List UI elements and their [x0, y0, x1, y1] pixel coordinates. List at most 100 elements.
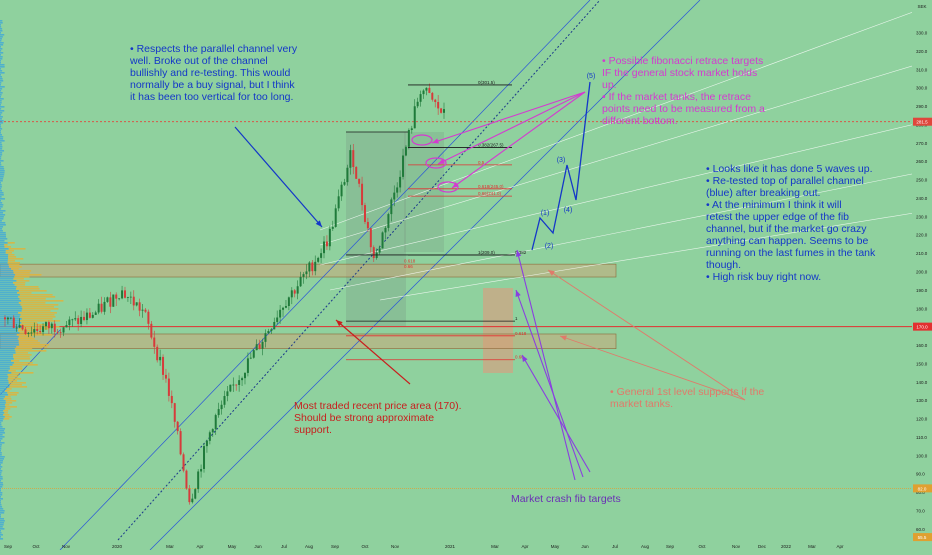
volume-profile-bar: [0, 118, 2, 120]
volume-profile-bar: [0, 500, 1, 502]
volume-profile-bar: [0, 388, 7, 390]
volume-profile-bar: [5, 404, 10, 406]
candle-body: [296, 286, 299, 294]
candle-body: [217, 409, 220, 416]
volume-profile-bar: [0, 324, 20, 326]
volume-profile-bar: [21, 306, 55, 308]
y-tick-label: 210.0: [916, 251, 928, 256]
volume-profile-bar: [0, 192, 4, 194]
volume-profile-bar: [0, 408, 5, 410]
candle-body: [425, 87, 428, 91]
axis-unit-label: SEK: [917, 4, 926, 9]
volume-profile-bar: [0, 536, 1, 538]
elliott-wave-path: [531, 81, 591, 251]
volume-profile-bar: [0, 66, 5, 68]
volume-profile-bar: [0, 394, 9, 396]
volume-profile-bar: [0, 168, 5, 170]
volume-profile-bar: [0, 478, 3, 480]
candle-body: [273, 321, 276, 330]
volume-profile-bar: [0, 108, 2, 110]
volume-profile-bar: [22, 308, 59, 310]
volume-profile-bar: [0, 82, 2, 84]
volume-profile-bar: [3, 410, 9, 412]
volume-profile-bar: [0, 272, 14, 274]
volume-profile-bar: [0, 80, 4, 82]
volume-profile-bar: [0, 330, 19, 332]
crash-fib-box: [483, 288, 513, 373]
volume-profile-bar: [0, 262, 8, 264]
candle-body: [112, 294, 115, 307]
min-price-tag: [913, 533, 932, 542]
fib-level-label: 1: [515, 316, 518, 321]
y-tick-label: 100.0: [916, 453, 928, 458]
x-tick-label: Sep: [331, 544, 340, 549]
candle-body: [369, 228, 372, 248]
volume-profile-bar: [0, 422, 2, 424]
candle-body: [290, 290, 293, 298]
candle-body: [361, 183, 364, 206]
candle-body: [12, 317, 15, 328]
volume-profile-bar: [0, 534, 3, 536]
volume-profile-bar: [5, 250, 14, 252]
candle-body: [129, 296, 132, 298]
volume-profile-bar: [0, 224, 6, 226]
candle-body: [243, 372, 246, 379]
support-price-tag: [913, 322, 932, 331]
volume-profile-bar: [0, 386, 10, 388]
target-ellipse: [411, 134, 433, 146]
volume-profile-bar: [0, 290, 19, 292]
target-ellipse: [425, 157, 447, 169]
candle-body: [325, 241, 328, 247]
volume-profile-bar: [0, 162, 1, 164]
volume-profile-bar: [0, 276, 15, 278]
candle-body: [343, 182, 346, 185]
candle-body: [331, 226, 334, 229]
price-axis[interactable]: [912, 0, 932, 550]
y-tick-label: 90.0: [916, 472, 925, 477]
current-price-tag-text: 281.5: [916, 120, 928, 125]
volume-profile-bar: [5, 400, 17, 402]
candle-body: [182, 454, 185, 471]
volume-profile-bar: [0, 404, 6, 406]
volume-profile-bar: [0, 246, 5, 248]
volume-profile-bar: [0, 200, 1, 202]
candle-body: [153, 337, 156, 347]
volume-profile-bar: [0, 402, 6, 404]
volume-profile-bar: [0, 508, 4, 510]
x-tick-label: Jun: [254, 544, 262, 549]
volume-profile-bar: [0, 458, 4, 460]
fib-level-label: 0.5: [478, 160, 485, 165]
volume-profile-bar: [0, 138, 4, 140]
parallel-channel-line: [59, 0, 591, 551]
candle-body: [407, 129, 410, 147]
volume-profile-bar: [0, 150, 5, 152]
candle-body: [337, 196, 340, 209]
y-tick-label: 320.0: [916, 49, 928, 54]
volume-profile-bar: [0, 72, 5, 74]
volume-profile-bar: [0, 164, 2, 166]
x-tick-label: Mar: [166, 544, 174, 549]
candle-body: [284, 306, 287, 308]
volume-profile-bar: [15, 352, 29, 354]
candle-body: [396, 187, 399, 193]
volume-profile-bar: [9, 384, 22, 386]
volume-profile-bar: [0, 462, 3, 464]
wave-label: (3): [557, 157, 566, 164]
volume-profile-bar: [0, 112, 3, 114]
volume-profile-bar: [4, 412, 8, 414]
volume-profile-bar: [0, 54, 1, 56]
volume-profile-bar: [0, 106, 5, 108]
candle-body: [366, 221, 369, 229]
volume-profile-bar: [13, 354, 32, 356]
volume-profile-bar: [0, 378, 8, 380]
crash-fib-arrow: [521, 354, 591, 473]
volume-profile-bar: [16, 346, 48, 348]
volume-profile-bar: [0, 332, 20, 334]
y-tick-label: 180.0: [916, 306, 928, 311]
volume-profile-bar: [0, 130, 1, 132]
volume-profile-bar: [12, 364, 38, 366]
volume-profile-bar: [0, 232, 6, 234]
volume-profile-bar: [0, 252, 6, 254]
